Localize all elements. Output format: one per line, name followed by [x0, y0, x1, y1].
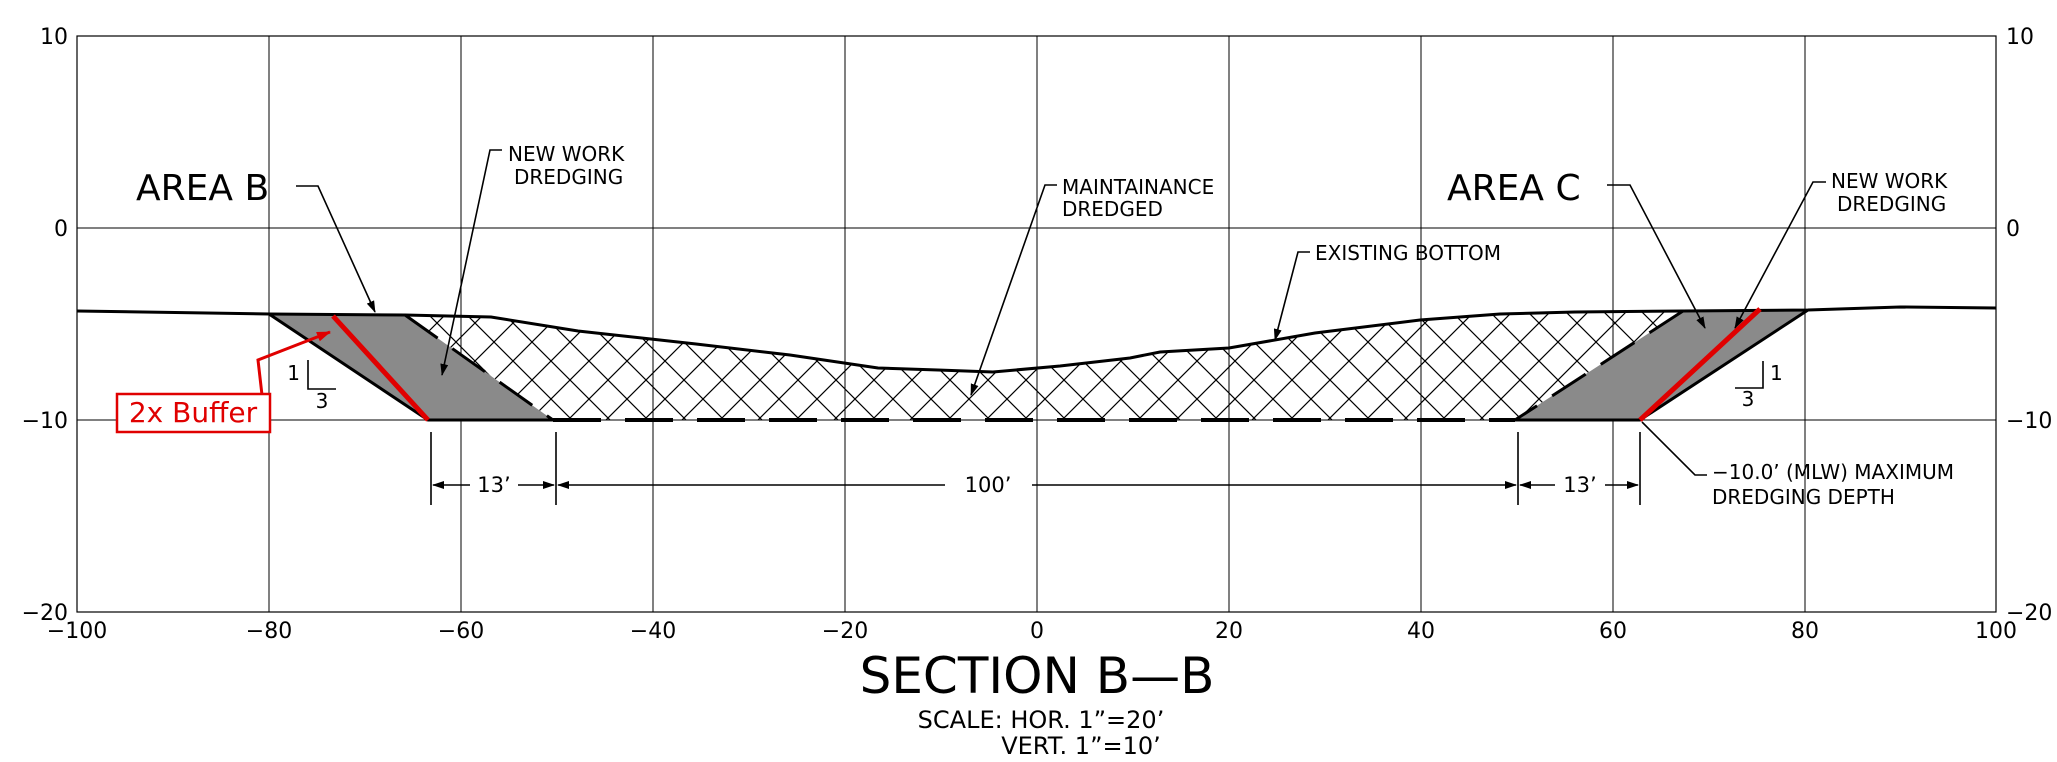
maintenance-line1: MAINTAINANCE	[1062, 175, 1214, 199]
new-work-left-line1: NEW WORK	[508, 142, 625, 166]
x-tick: −100	[47, 619, 107, 644]
new-work-right-line2: DREDGING	[1837, 192, 1946, 216]
y-axis-ticks-right: 10 0 −10 −20	[2006, 25, 2052, 626]
buffer-line-left	[331, 314, 430, 422]
slope-right-3: 3	[1742, 387, 1755, 411]
dimension-extensions	[430, 432, 1641, 505]
existing-bottom-label: EXISTING BOTTOM	[1315, 241, 1501, 265]
depth-label-line1: −10.0’ (MLW) MAXIMUM	[1712, 460, 1954, 484]
slope-indicator-left: 1 3	[287, 360, 336, 413]
leader-existing-bottom	[1273, 251, 1310, 341]
area-b-inner-edge	[404, 313, 554, 422]
dim-channel-width: 100’	[965, 473, 1012, 497]
x-tick: −60	[438, 619, 484, 644]
x-tick: 80	[1791, 619, 1819, 644]
leader-new-work-left	[440, 149, 502, 376]
section-title: SECTION B—B	[860, 647, 1215, 705]
vertical-grid	[268, 36, 1806, 612]
x-tick: 0	[1030, 619, 1044, 644]
y-tick: −20	[2006, 601, 2052, 626]
dim-right-bench: 13’	[1563, 473, 1596, 497]
x-tick: −40	[630, 619, 676, 644]
leader-maintenance	[970, 184, 1057, 396]
buffer-callout-label: 2x Buffer	[129, 396, 258, 429]
y-tick: 10	[40, 25, 68, 50]
area-b-label: AREA B	[136, 168, 269, 209]
area-c-shaded	[1515, 310, 1808, 420]
y-tick: 0	[2006, 217, 2020, 242]
x-axis-ticks: −100 −80 −60 −40 −20 0 20 40 60 80 100	[47, 619, 2017, 644]
x-tick: −80	[246, 619, 292, 644]
y-tick: −10	[2006, 409, 2052, 434]
area-c-label: AREA C	[1447, 168, 1581, 209]
slope-right-1: 1	[1770, 361, 1783, 385]
leader-area-b	[296, 185, 376, 313]
leader-area-c	[1607, 184, 1706, 329]
buffer-callout-leader	[256, 330, 331, 396]
slope-left-1: 1	[287, 361, 300, 385]
area-b-shaded	[269, 314, 553, 420]
depth-label-line2: DREDGING DEPTH	[1712, 485, 1895, 509]
buffer-callout-box	[115, 392, 272, 434]
x-tick: 100	[1975, 619, 2017, 644]
scale-line1: SCALE: HOR. 1”=20’	[918, 706, 1165, 734]
x-tick: 40	[1407, 619, 1435, 644]
x-tick: 60	[1599, 619, 1627, 644]
leader-depth	[1641, 421, 1707, 476]
y-tick: −20	[22, 601, 68, 626]
y-tick: 10	[2006, 25, 2034, 50]
slope-left-3: 3	[316, 389, 329, 413]
scale-line2: VERT. 1”=10’	[1001, 732, 1161, 760]
dim-left-bench: 13’	[477, 473, 510, 497]
new-work-left-line2: DREDGING	[514, 165, 623, 189]
leader-new-work-right	[1734, 181, 1826, 329]
y-axis-ticks-left: 10 0 −10 −20	[22, 25, 68, 626]
y-tick: 0	[54, 217, 68, 242]
maintenance-dredged-region	[405, 311, 1683, 420]
slope-indicator-right: 1 3	[1735, 361, 1783, 411]
x-tick: 20	[1215, 619, 1243, 644]
x-tick: −20	[822, 619, 868, 644]
maintenance-line2: DREDGED	[1062, 197, 1163, 221]
area-c-inner-edge	[1514, 309, 1684, 422]
y-tick: −10	[22, 409, 68, 434]
new-work-right-line1: NEW WORK	[1831, 169, 1948, 193]
existing-bottom-line	[76, 305, 1997, 374]
